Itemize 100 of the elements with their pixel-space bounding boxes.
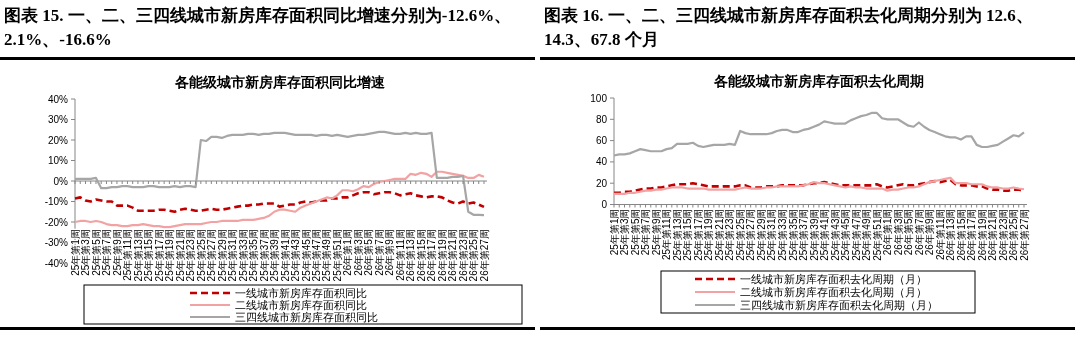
x-tick-label: 25年第49周 bbox=[861, 208, 873, 261]
y-tick-label: 10% bbox=[47, 155, 69, 166]
x-tick-label: 26年第21周 bbox=[987, 208, 999, 261]
x-tick-label: 26年第7周 bbox=[373, 229, 385, 276]
x-tick-label: 25年第37周 bbox=[798, 208, 810, 261]
x-tick-label: 25年第29周 bbox=[216, 229, 228, 282]
x-tick-label: 25年第27周 bbox=[745, 208, 757, 261]
chart-subtitle: 各能级城市新房库存面积同比增速 bbox=[173, 74, 386, 90]
x-tick-label: 25年第3周 bbox=[619, 208, 631, 256]
x-tick-label: 25年第11周 bbox=[661, 208, 673, 261]
x-tick-label: 25年第31周 bbox=[766, 208, 778, 261]
x-tick-label: 25年第45周 bbox=[300, 229, 312, 282]
x-tick-label: 25年第15周 bbox=[682, 208, 694, 261]
x-tick-label: 26年第3周 bbox=[892, 208, 904, 256]
x-tick-label: 25年第17周 bbox=[153, 229, 165, 282]
legend-label: 二线城市新房库存面积同比 bbox=[235, 299, 367, 311]
x-tick-label: 26年第11周 bbox=[394, 229, 406, 281]
x-tick-label: 25年第15周 bbox=[143, 229, 155, 282]
x-tick-label: 26年第23周 bbox=[457, 229, 469, 282]
x-tick-label: 25年第25周 bbox=[195, 229, 207, 282]
x-tick-label: 25年第3周 bbox=[80, 229, 92, 276]
x-tick-label: 26年第5周 bbox=[363, 229, 375, 276]
x-tick-label: 25年第47周 bbox=[311, 229, 323, 282]
x-tick-label: 25年第47周 bbox=[850, 208, 862, 261]
x-tick-label: 26年第25周 bbox=[1008, 208, 1020, 261]
x-tick-label: 25年第51周 bbox=[871, 208, 883, 261]
chart-title: 图表 16. 一、二、三四线城市新房库存面积去化周期分别为 12.6、14.3、67.8 个月 bbox=[544, 5, 1034, 51]
y-tick-label: -30% bbox=[44, 237, 69, 248]
y-tick-label: 40% bbox=[47, 93, 69, 105]
y-tick-label: -40% bbox=[44, 257, 69, 269]
x-tick-label: 26年第15周 bbox=[955, 208, 967, 261]
y-tick-label: -20% bbox=[44, 216, 69, 228]
x-tick-label: 25年第41周 bbox=[279, 229, 291, 282]
y-tick-label: 0% bbox=[53, 175, 69, 187]
x-tick-label: 25年第33周 bbox=[237, 229, 249, 282]
line-series bbox=[73, 170, 486, 229]
x-tick-label: 25年第45周 bbox=[840, 208, 852, 261]
x-tick-label: 25年第19周 bbox=[703, 208, 715, 261]
x-tick-label: 25年第17周 bbox=[692, 208, 704, 261]
line-series bbox=[73, 190, 486, 214]
x-tick-label: 25年第43周 bbox=[290, 229, 302, 282]
y-tick-label: 20% bbox=[47, 134, 69, 146]
y-tick-label: 0 bbox=[601, 199, 608, 210]
x-tick-label: 26年第3周 bbox=[352, 229, 364, 276]
x-tick-label: 25年第35周 bbox=[787, 208, 799, 261]
x-tick-label: 26年第1周 bbox=[342, 229, 354, 276]
chart-subtitle: 各能级城市新房库存面积去化周期 bbox=[713, 73, 924, 89]
x-tick-label: 26年第19周 bbox=[976, 208, 988, 261]
x-tick-label: 25年第7周 bbox=[101, 229, 113, 276]
x-tick-label: 26年第19周 bbox=[436, 229, 448, 282]
legend-label: 二线城市新房库存面积去化周期（月） bbox=[740, 286, 927, 298]
x-tick-label: 25年第39周 bbox=[269, 229, 281, 282]
x-tick-label: 25年第13周 bbox=[671, 208, 683, 261]
x-tick-label: 26年第1周 bbox=[882, 208, 894, 256]
x-tick-label: 25年第5周 bbox=[90, 229, 102, 276]
y-tick-label: 30% bbox=[47, 114, 69, 125]
x-tick-label: 25年第43周 bbox=[829, 208, 841, 261]
x-tick-label: 26年第7周 bbox=[913, 208, 925, 256]
x-tick-label: 26年第23周 bbox=[997, 208, 1009, 261]
legend-label: 三四线城市新房库存面积去化周期（月） bbox=[740, 299, 938, 311]
x-tick-label: 25年第1周 bbox=[608, 208, 620, 256]
x-tick-label: 25年第27周 bbox=[206, 229, 218, 282]
x-tick-label: 26年第11周 bbox=[934, 208, 946, 261]
x-tick-label: 26年第17周 bbox=[426, 229, 438, 282]
x-tick-label: 25年第29周 bbox=[755, 208, 767, 261]
x-tick-label: 26年第17周 bbox=[966, 208, 978, 261]
x-tick-label: 25年第41周 bbox=[819, 208, 831, 261]
legend-label: 一线城市新房库存面积同比 bbox=[235, 287, 367, 299]
x-tick-label: 26年第13周 bbox=[945, 208, 957, 261]
x-tick-label: 25年第9周 bbox=[650, 208, 662, 256]
y-tick-label: 60 bbox=[595, 135, 608, 147]
chart-title: 图表 15. 一、二、三四线城市新房库存面积同比增速分别为-12.6%、2.1%、-16.6% bbox=[4, 5, 513, 51]
x-tick-label: 25年第21周 bbox=[174, 229, 186, 282]
line-series bbox=[73, 130, 486, 217]
x-tick-label: 26年第15周 bbox=[415, 229, 427, 282]
x-tick-label: 26年第21周 bbox=[447, 229, 459, 282]
x-tick-label: 25年第31周 bbox=[227, 229, 239, 282]
x-tick-label: 25年第51周 bbox=[331, 229, 343, 282]
legend-label: 一线城市新房库存面积去化周期（月） bbox=[740, 273, 927, 285]
legend-label: 三四线城市新房库存面积同比 bbox=[235, 311, 378, 323]
line-series bbox=[612, 111, 1026, 157]
y-tick-label: 100 bbox=[590, 92, 608, 104]
x-tick-label: 26年第9周 bbox=[924, 208, 936, 256]
x-tick-label: 25年第33周 bbox=[777, 208, 789, 261]
x-tick-label: 25年第1周 bbox=[69, 229, 81, 276]
y-tick-label: -10% bbox=[44, 196, 69, 207]
y-tick-label: 80 bbox=[595, 113, 608, 125]
x-tick-label: 25年第9周 bbox=[111, 229, 123, 276]
x-tick-label: 25年第23周 bbox=[185, 229, 197, 282]
x-tick-label: 25年第19周 bbox=[164, 229, 176, 282]
x-tick-label: 26年第13周 bbox=[405, 229, 417, 282]
x-tick-label: 26年第27周 bbox=[1018, 208, 1030, 261]
y-tick-label: 40 bbox=[595, 156, 608, 168]
x-tick-label: 25年第35周 bbox=[248, 229, 260, 282]
x-tick-label: 26年第9周 bbox=[384, 229, 396, 276]
x-tick-label: 25年第25周 bbox=[734, 208, 746, 261]
x-tick-label: 25年第49周 bbox=[321, 229, 333, 282]
x-tick-label: 25年第37周 bbox=[258, 229, 270, 282]
x-tick-label: 26年第27周 bbox=[478, 229, 490, 282]
x-tick-label: 25年第5周 bbox=[629, 208, 641, 256]
